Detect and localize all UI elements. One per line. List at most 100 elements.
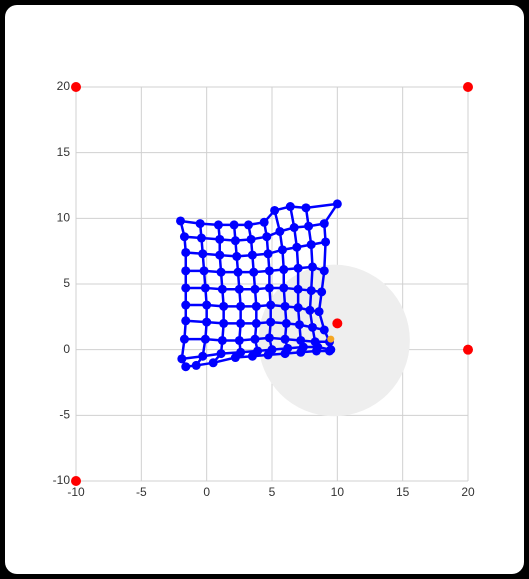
mesh-node	[181, 316, 191, 326]
mesh-node	[321, 237, 331, 247]
mesh-node	[181, 266, 191, 276]
mesh-node	[306, 286, 316, 296]
mesh-node	[314, 307, 324, 317]
mesh-node	[215, 234, 225, 244]
mesh-node	[181, 362, 191, 372]
mesh-node	[179, 334, 189, 344]
y-tick-label: 10	[57, 211, 71, 225]
mesh-node	[319, 219, 329, 229]
mesh-node	[266, 317, 276, 327]
mesh-node	[319, 325, 329, 335]
mesh-node	[279, 265, 289, 275]
mesh-node	[234, 335, 244, 345]
mesh-node	[200, 283, 210, 293]
mesh-node	[219, 318, 229, 328]
x-tick-label: 0	[203, 485, 210, 499]
mesh-node	[250, 334, 260, 344]
marker-point	[327, 335, 335, 343]
mesh-row	[185, 265, 325, 274]
mesh-node	[317, 287, 327, 297]
mesh-node	[293, 284, 303, 294]
red-point	[463, 344, 473, 355]
mesh-node	[196, 233, 206, 243]
mesh-node	[305, 305, 315, 315]
mesh-node	[199, 266, 209, 276]
red-point	[71, 82, 81, 92]
mesh-node	[230, 353, 240, 363]
y-tick-label: -5	[59, 408, 70, 422]
mesh-column	[212, 224, 225, 364]
mesh-node	[236, 318, 246, 328]
mesh-node	[181, 300, 191, 310]
mesh-row	[185, 286, 322, 294]
mesh-node	[285, 202, 295, 212]
mesh-row	[184, 222, 325, 242]
x-tick-label: 15	[396, 485, 410, 499]
x-tick-label: 20	[461, 485, 475, 499]
mesh-node	[308, 322, 318, 332]
mesh-node	[177, 354, 187, 364]
mesh-node	[332, 199, 342, 209]
mesh-node	[213, 220, 223, 230]
mesh-column	[232, 224, 242, 359]
mesh-node	[216, 267, 226, 277]
mesh-node	[304, 221, 314, 231]
mesh-node	[195, 219, 205, 229]
mesh-node	[280, 301, 290, 311]
mesh-node	[281, 318, 291, 328]
mesh-node	[247, 250, 257, 260]
mesh-column	[195, 223, 208, 367]
mesh-node	[179, 232, 189, 242]
mesh-node	[232, 251, 242, 261]
mesh-node	[234, 284, 244, 294]
mesh-node	[236, 301, 246, 311]
x-tick-label: 5	[269, 485, 276, 499]
mesh-node	[250, 284, 260, 294]
mesh-node	[176, 216, 186, 226]
mesh-node	[264, 283, 274, 293]
mesh-node	[264, 333, 274, 343]
mesh-node	[293, 303, 303, 313]
mesh-node	[181, 283, 191, 293]
mesh-node	[215, 250, 225, 260]
mesh-node	[198, 249, 208, 259]
y-tick-label: 0	[63, 342, 70, 356]
mesh-row	[180, 202, 338, 227]
mesh-node	[247, 351, 257, 361]
mesh-node	[219, 301, 229, 311]
mesh-node	[200, 334, 210, 344]
mesh-node	[293, 263, 303, 273]
region-circle	[258, 264, 410, 417]
mesh-column	[262, 222, 274, 356]
mesh-node	[280, 334, 290, 344]
mesh-node	[243, 220, 253, 230]
mesh-node	[292, 242, 302, 252]
red-point	[332, 318, 343, 329]
mesh-node	[264, 266, 274, 276]
mesh-node	[279, 283, 289, 293]
x-tick-label: -5	[136, 485, 147, 499]
mesh-node	[289, 223, 299, 233]
y-tick-label: 15	[57, 145, 71, 159]
mesh-node	[233, 267, 243, 277]
mesh-node	[251, 301, 261, 311]
mesh-node	[280, 349, 290, 359]
x-tick-label: -10	[67, 485, 85, 499]
mesh-node	[208, 358, 218, 368]
mesh-node	[311, 346, 321, 356]
mesh-row	[185, 319, 325, 332]
mesh-node	[202, 317, 212, 327]
mesh-node	[229, 220, 239, 230]
mesh-node	[306, 240, 316, 250]
mesh-node	[246, 234, 256, 244]
mesh-node	[263, 249, 273, 259]
mesh-row	[185, 303, 320, 313]
mesh-node	[198, 351, 208, 361]
mesh-node	[217, 284, 227, 294]
mesh-column	[247, 224, 259, 358]
mesh-node	[308, 262, 318, 272]
mesh-node	[181, 247, 191, 257]
red-point	[463, 82, 473, 92]
